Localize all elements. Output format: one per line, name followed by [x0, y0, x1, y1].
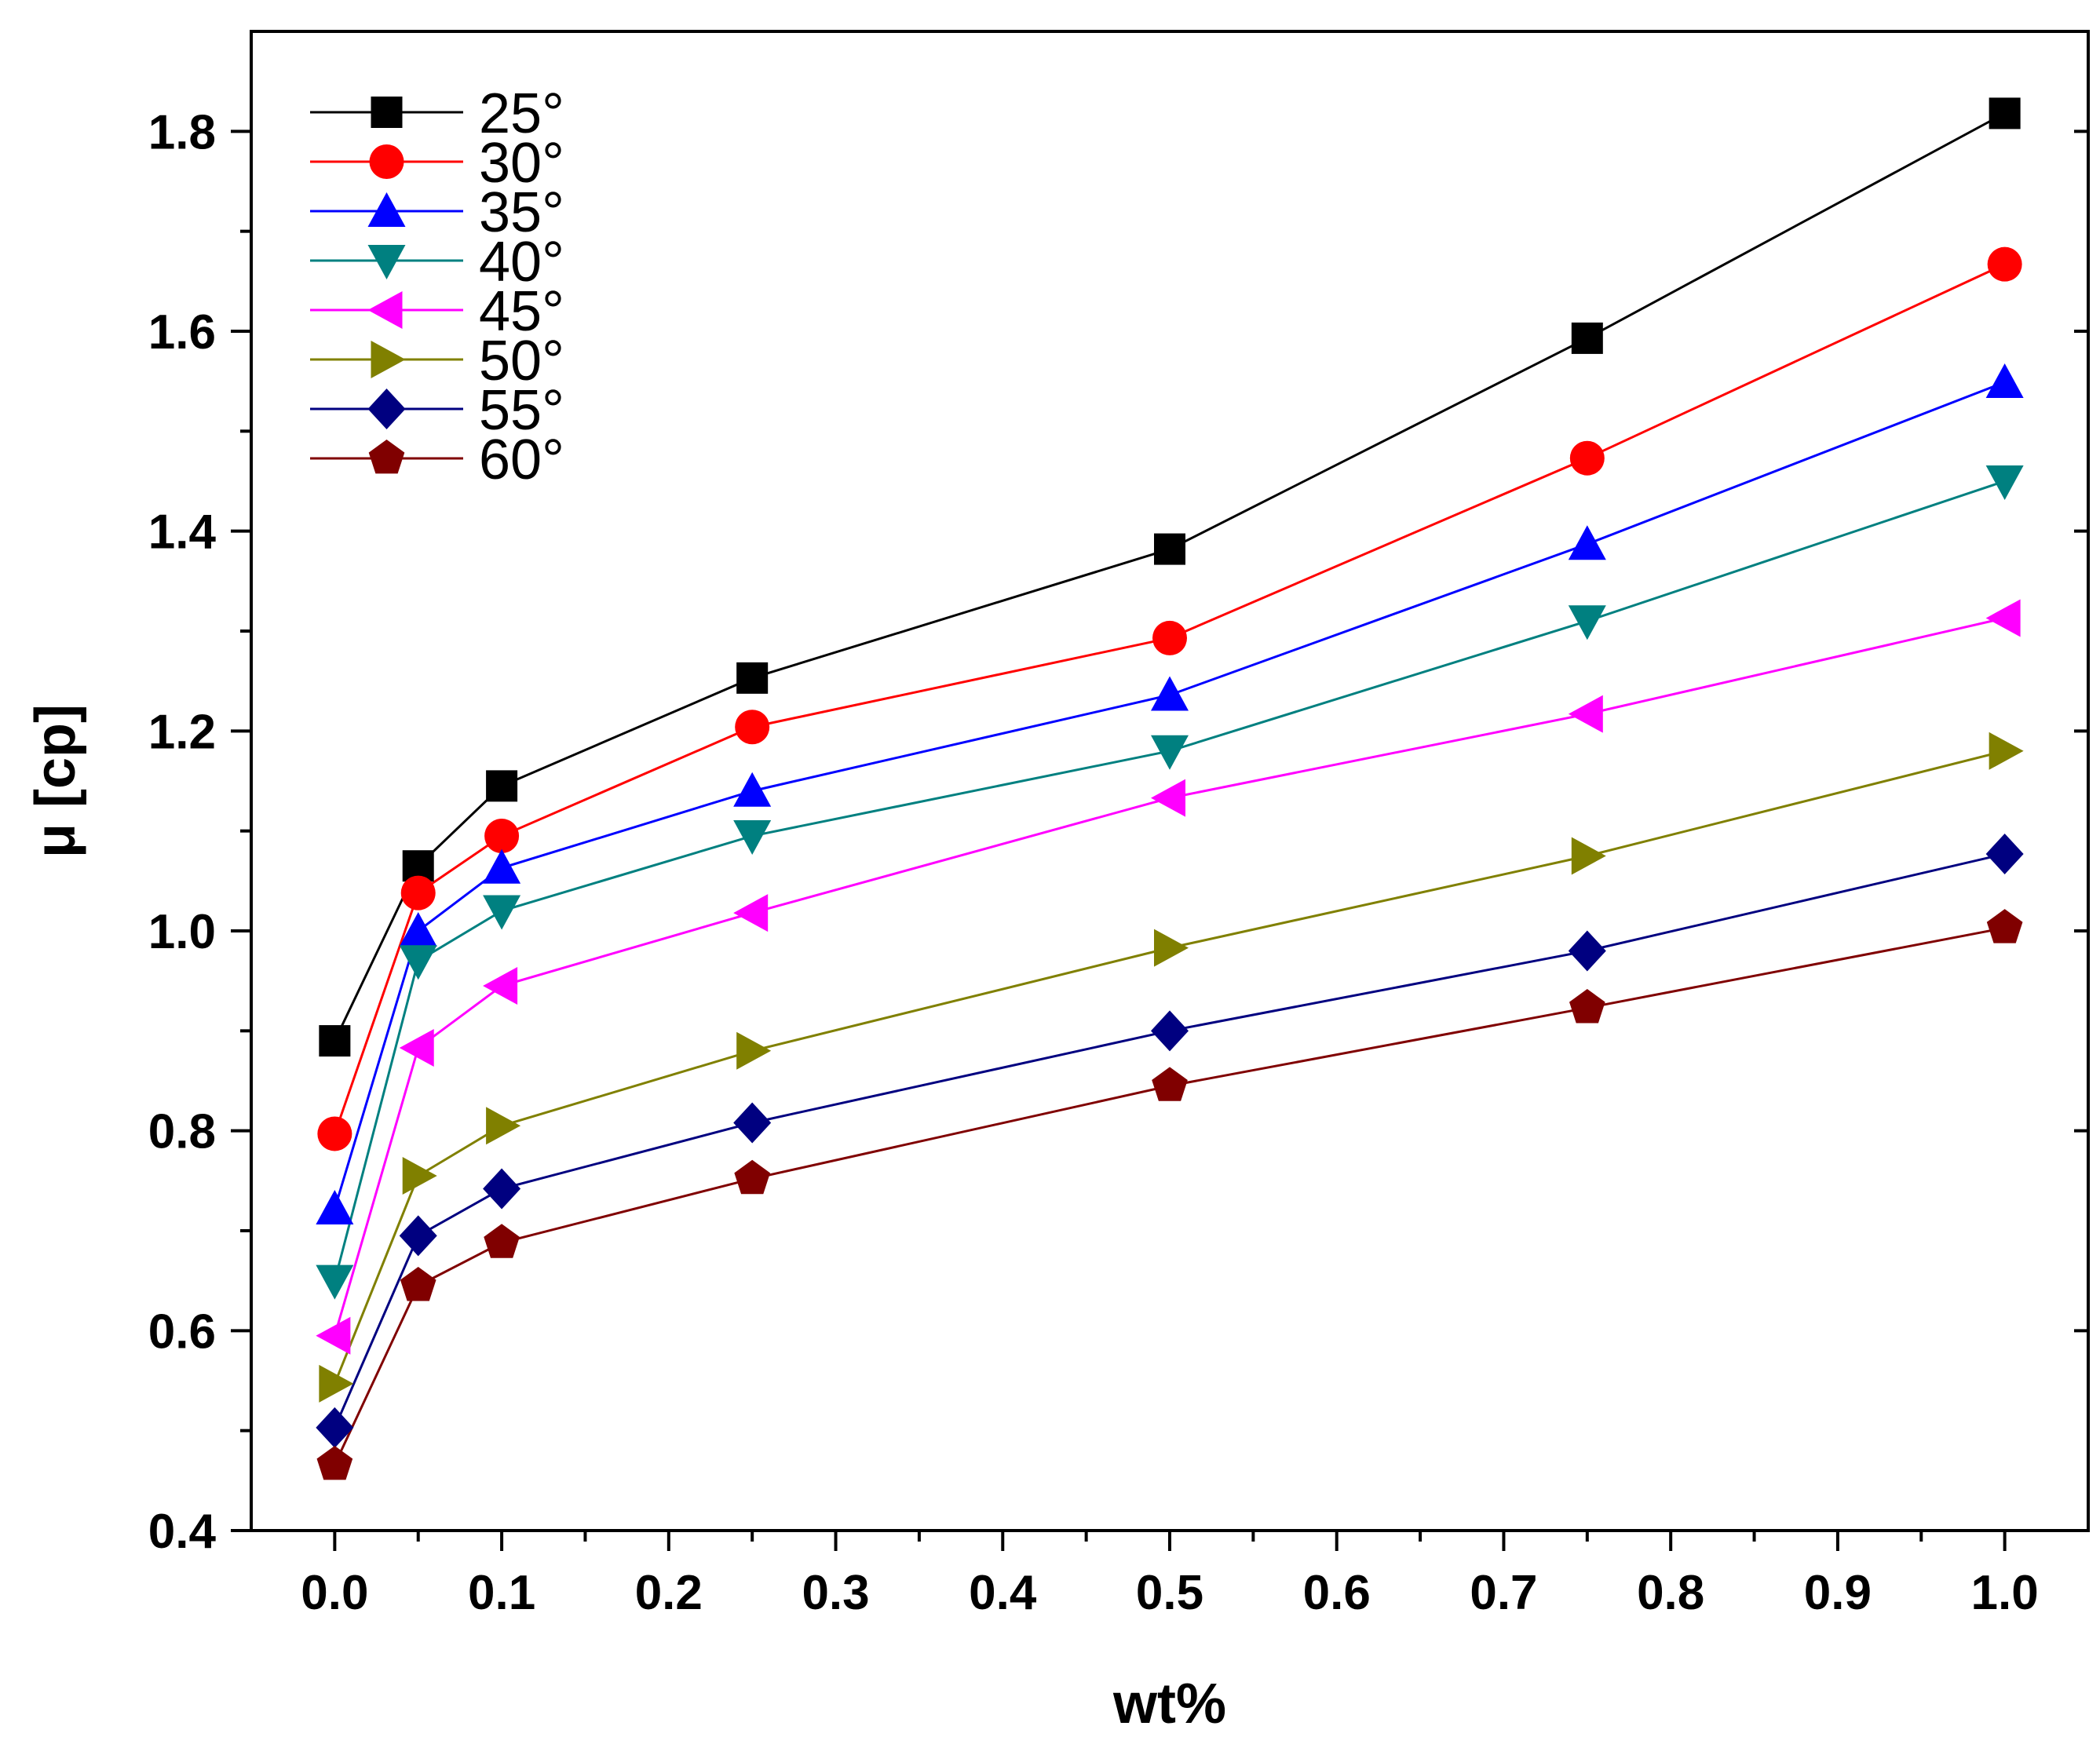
- data-point-40deg: [1568, 605, 1606, 640]
- data-point-45deg: [1568, 695, 1603, 733]
- data-point-25deg: [319, 1025, 351, 1057]
- data-point-55deg: [1568, 930, 1606, 972]
- data-point-60deg: [1569, 989, 1605, 1024]
- data-point-35deg: [399, 912, 437, 947]
- data-point-50deg: [319, 1364, 354, 1403]
- data-point-35deg: [733, 772, 772, 807]
- y-tick-label: 1.0: [148, 905, 216, 959]
- x-tick-label: 0.3: [802, 1566, 869, 1620]
- data-point-35deg: [1985, 363, 2024, 398]
- data-point-55deg: [733, 1102, 772, 1144]
- data-point-30deg: [1987, 246, 2022, 282]
- data-point-40deg: [399, 945, 437, 980]
- legend-label: 55°: [479, 379, 564, 442]
- data-point-40deg: [1985, 465, 2024, 500]
- x-tick-label: 0.2: [635, 1566, 703, 1620]
- x-tick-label: 0.6: [1303, 1566, 1371, 1620]
- data-point-25deg: [486, 770, 518, 802]
- data-point-60deg: [484, 1224, 520, 1258]
- y-tick-label: 1.4: [148, 505, 217, 560]
- data-point-60deg: [1152, 1067, 1188, 1101]
- y-tick-label: 1.8: [148, 105, 216, 159]
- data-point-25deg: [1154, 533, 1185, 565]
- data-point-40deg: [316, 1264, 354, 1300]
- y-tick-label: 0.6: [148, 1305, 216, 1359]
- data-point-55deg: [316, 1407, 354, 1448]
- legend-marker: [367, 389, 406, 429]
- legend-marker: [367, 245, 406, 279]
- legend-label: 25°: [479, 82, 564, 145]
- data-point-50deg: [1154, 929, 1189, 967]
- legend-label: 45°: [479, 280, 564, 343]
- x-tick-label: 0.7: [1470, 1566, 1537, 1620]
- legend-label: 30°: [479, 132, 564, 195]
- data-point-45deg: [733, 894, 769, 932]
- data-point-25deg: [1571, 322, 1603, 354]
- y-tick-label: 1.2: [148, 705, 216, 759]
- data-point-50deg: [402, 1156, 437, 1195]
- data-point-30deg: [484, 819, 520, 854]
- series-line-40deg: [333, 480, 2006, 1282]
- x-tick-label: 0.0: [301, 1566, 368, 1620]
- data-point-45deg: [316, 1316, 351, 1355]
- legend-label: 35°: [479, 181, 564, 244]
- data-point-40deg: [1151, 735, 1189, 770]
- data-point-60deg: [734, 1159, 771, 1195]
- x-tick-label: 0.1: [468, 1566, 535, 1620]
- legend-marker: [368, 440, 405, 474]
- x-tick-label: 0.4: [969, 1566, 1037, 1620]
- data-point-50deg: [736, 1031, 772, 1070]
- legend-marker: [367, 192, 406, 227]
- data-point-35deg: [483, 848, 521, 884]
- data-point-45deg: [1151, 779, 1185, 817]
- data-point-45deg: [399, 1028, 434, 1067]
- data-point-40deg: [733, 820, 772, 856]
- legend-label: 40°: [479, 231, 564, 294]
- data-point-55deg: [399, 1215, 437, 1257]
- legend-label: 60°: [479, 429, 564, 491]
- x-axis-label: wt%: [1112, 1673, 1226, 1735]
- data-point-60deg: [316, 1445, 353, 1480]
- y-tick-label: 1.6: [148, 305, 216, 359]
- legend-marker: [371, 97, 403, 128]
- x-tick-label: 1.0: [1971, 1566, 2039, 1620]
- data-point-50deg: [1989, 732, 2024, 770]
- legend-marker: [369, 144, 404, 179]
- data-point-25deg: [736, 662, 769, 694]
- data-point-45deg: [483, 967, 518, 1005]
- data-point-60deg: [1986, 909, 2023, 943]
- x-tick-label: 0.8: [1637, 1566, 1704, 1620]
- x-tick-label: 0.9: [1804, 1566, 1872, 1620]
- legend: 25°30°35°40°45°50°55°60°: [310, 82, 564, 491]
- data-point-30deg: [1152, 620, 1187, 655]
- x-tick-label: 0.5: [1136, 1566, 1203, 1620]
- data-point-30deg: [1569, 440, 1605, 476]
- y-tick-label: 0.4: [148, 1505, 217, 1559]
- data-point-60deg: [400, 1267, 436, 1301]
- legend-marker: [371, 341, 406, 378]
- axis-ticks: 0.0 0.1 0.2 0.3 0.4 0.5 0.6 0.7 0.8 0.9 1.0 0.4 0.6 0…: [148, 105, 2088, 1620]
- y-tick-label: 0.8: [148, 1105, 216, 1159]
- legend-label: 50°: [479, 330, 564, 392]
- data-point-30deg: [317, 1116, 352, 1151]
- series-markers: [316, 97, 2024, 1480]
- series-line-25deg: [334, 112, 2006, 1042]
- data-point-55deg: [483, 1168, 521, 1210]
- data-point-25deg: [1989, 97, 2021, 130]
- data-point-40deg: [483, 895, 521, 930]
- data-point-50deg: [486, 1107, 521, 1145]
- data-point-50deg: [1571, 837, 1606, 875]
- data-point-35deg: [1568, 525, 1606, 560]
- y-axis-label: μ [cp]: [24, 704, 87, 858]
- data-point-35deg: [1151, 676, 1189, 711]
- data-point-45deg: [1985, 599, 2021, 637]
- series-line-60deg: [334, 926, 2005, 1465]
- legend-marker: [367, 291, 403, 329]
- data-point-30deg: [400, 875, 436, 910]
- data-point-30deg: [735, 710, 770, 745]
- data-point-55deg: [1151, 1010, 1189, 1052]
- data-point-55deg: [1985, 833, 2024, 874]
- data-point-35deg: [316, 1189, 354, 1224]
